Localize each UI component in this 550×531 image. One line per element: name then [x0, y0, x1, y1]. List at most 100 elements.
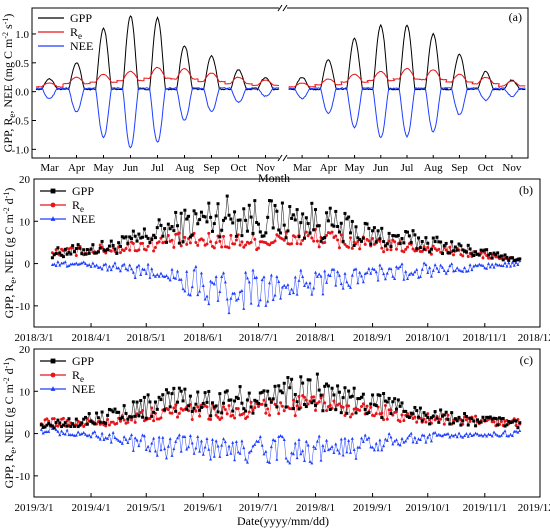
panel-b-point-gpp [54, 252, 58, 256]
panel-c-point-nee [157, 435, 161, 439]
panel-c-point-gpp [360, 395, 364, 399]
panel-b-point-nee [80, 261, 84, 265]
panel-b-point-nee [396, 266, 400, 270]
panel-b-point-gpp [505, 255, 509, 259]
panel-b-point-gpp [198, 218, 202, 222]
panel-b-point-nee [240, 288, 244, 292]
panel-c-point-nee [299, 452, 303, 456]
panel-c-point-gpp [209, 414, 213, 418]
panel-b-point-gpp [429, 247, 433, 251]
panel-c-point-nee [282, 437, 286, 441]
panel-c-point-re [358, 408, 362, 412]
panel-c-point-gpp [488, 415, 492, 419]
panel-b-point-nee [67, 263, 71, 267]
panel-c-point-re [236, 407, 240, 411]
panel-b-point-re [304, 230, 308, 234]
panel-b-point-nee [348, 285, 352, 289]
panel-b-point-re [312, 239, 316, 243]
panel-c-point-nee [499, 433, 503, 437]
panel-b-point-gpp [310, 201, 314, 205]
panel-b-point-nee [238, 290, 242, 294]
panel-c-point-re [302, 395, 306, 399]
panel-b-point-gpp [424, 236, 428, 240]
axis-break-mark [282, 154, 288, 162]
panel-c-point-nee [382, 444, 386, 448]
panel-c-point-nee [341, 453, 345, 457]
panel-b-point-gpp [234, 234, 238, 238]
panel-c-point-nee [470, 434, 474, 438]
panel-c-point-gpp [242, 407, 246, 411]
panel-b-point-gpp [452, 249, 456, 253]
panel-c-point-re [133, 420, 137, 424]
panel-b-point-nee [383, 277, 387, 281]
panel-c-point-re [413, 415, 417, 419]
panel-b-point-gpp [164, 240, 168, 244]
panel-b-xtick-label: 2018/9/1 [353, 332, 392, 344]
panel-b-point-nee [144, 271, 148, 275]
panel-b-point-nee [52, 262, 56, 266]
panel-c-point-re [141, 409, 145, 413]
panel-c-point-gpp [496, 423, 500, 427]
panel-b-point-gpp [222, 218, 226, 222]
panel-b-point-re [350, 246, 354, 250]
panel-c-point-gpp [431, 414, 435, 418]
panel-c-point-gpp [67, 417, 71, 421]
panel-b-point-re [337, 246, 341, 250]
panel-c-point-gpp [255, 399, 259, 403]
panel-c-point-nee [369, 445, 373, 449]
panel-b-point-gpp [376, 229, 380, 233]
panel-c-point-nee [290, 451, 294, 455]
panel-c-point-nee [376, 448, 380, 452]
panel-a-month-label: May [344, 162, 365, 174]
panel-b-point-gpp [65, 252, 69, 256]
panel-b-point-gpp [137, 232, 141, 236]
panel-b-point-nee [494, 262, 498, 266]
panel-c-point-nee [501, 431, 505, 435]
panel-b-point-gpp [435, 235, 439, 239]
panel-b-point-gpp [95, 251, 99, 255]
panel-b-point-nee [216, 298, 220, 302]
panel-b-point-nee [164, 273, 168, 277]
panel-c-point-re [170, 411, 174, 415]
panel-c-point-nee [122, 435, 126, 439]
panel-c-point-gpp [288, 386, 292, 390]
panel-c-point-nee [319, 458, 323, 462]
panel-b-point-nee [437, 270, 441, 274]
panel-b-point-re [290, 242, 294, 246]
panel-c-point-gpp [212, 405, 216, 409]
panel-c-xtick-label: 2019/3/1 [14, 502, 53, 514]
panel-b-ytick-label: -10 [15, 301, 30, 313]
panel-c-point-gpp [268, 397, 272, 401]
panel-b-point-re [389, 248, 393, 252]
panel-b-point-gpp [485, 248, 489, 252]
panel-b-point-gpp [498, 255, 502, 259]
panel-b-point-nee [176, 269, 180, 273]
panel-c-point-gpp [394, 407, 398, 411]
panel-c-point-nee [332, 450, 336, 454]
panel-b-point-nee [474, 263, 478, 267]
panel-c-point-gpp [290, 377, 294, 381]
panel-b-point-nee [288, 291, 292, 295]
panel-c-point-nee [135, 438, 139, 442]
panel-b-point-re [249, 240, 253, 244]
panel-c-point-gpp [185, 407, 189, 411]
panel-c-point-gpp [109, 408, 113, 412]
panel-c-point-nee [238, 451, 242, 455]
panel-b-point-gpp [69, 252, 73, 256]
panel-b-point-re [188, 241, 192, 245]
panel-c-point-gpp [177, 386, 181, 390]
panel-c-point-gpp [428, 422, 432, 426]
panel-c-point-gpp [398, 404, 402, 408]
panel-b-point-nee [308, 281, 312, 285]
panel-a-series-gpp [288, 23, 526, 91]
panel-b-point-nee [343, 271, 347, 275]
panel-c-point-nee [424, 440, 428, 444]
panel-c-point-nee [60, 429, 64, 433]
panel-c-point-nee [488, 432, 492, 436]
panel-c-point-gpp [396, 398, 400, 402]
panel-b-point-re [172, 245, 176, 249]
panel-c-point-nee [113, 435, 117, 439]
panel-c-point-gpp [80, 421, 84, 425]
panel-b-point-re [256, 246, 260, 250]
panel-c-point-nee [317, 434, 321, 438]
